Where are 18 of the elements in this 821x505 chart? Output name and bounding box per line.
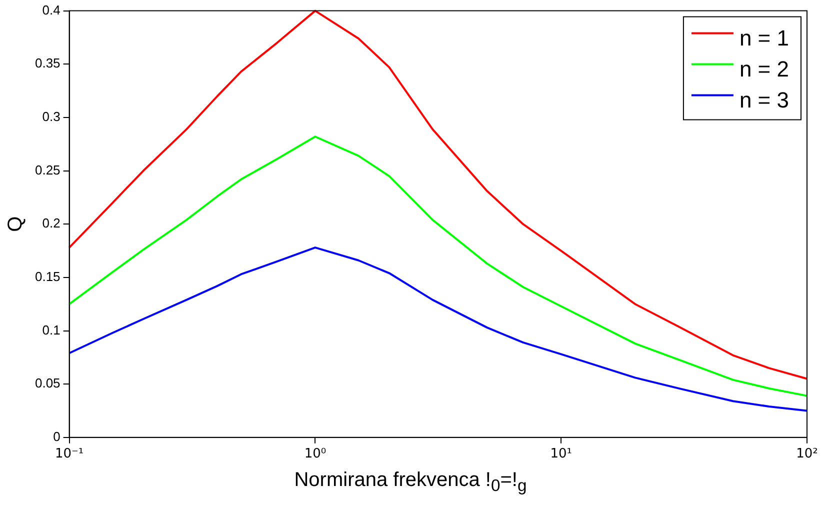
legend-label: n = 3: [739, 87, 790, 112]
y-tick-label: 0.2: [42, 216, 60, 231]
x-tick-label: 10¹: [550, 446, 572, 462]
legend-label: n = 1: [739, 25, 790, 50]
y-tick-label: 0.4: [42, 2, 60, 18]
legend-label: n = 2: [739, 56, 790, 82]
y-tick-label: 0.25: [34, 162, 60, 178]
y-tick-label: 0.15: [34, 269, 60, 284]
x-tick-label: 10⁻¹: [54, 446, 84, 462]
y-tick-label: 0.35: [34, 56, 60, 71]
x-tick-label: 10²: [796, 446, 818, 462]
y-axis-title: Q: [4, 216, 27, 232]
y-tick-label: 0.05: [34, 376, 60, 391]
x-tick-label: 10⁰: [304, 446, 326, 462]
y-tick-label: 0.3: [42, 109, 60, 124]
y-tick-label: 0: [53, 428, 60, 444]
x-axis-title: Normirana frekvenca !$_{0}$=!$_{g}$: [293, 469, 528, 496]
y-tick-label: 0.1: [42, 322, 60, 338]
